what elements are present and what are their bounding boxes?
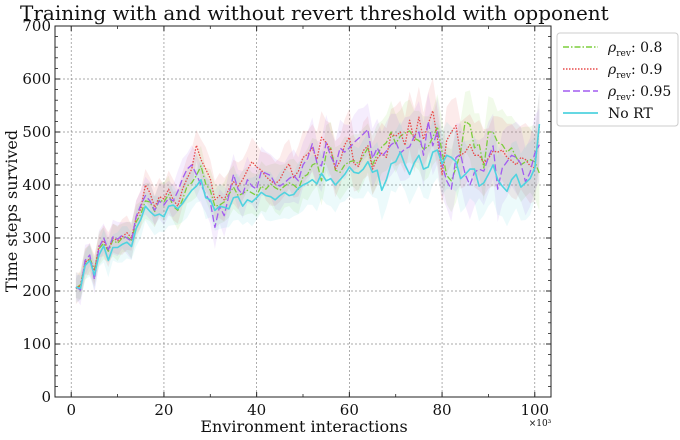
series-band	[75, 87, 540, 303]
legend-label: ρrev: 0.8	[607, 40, 662, 59]
legend: ρrev: 0.8 ρrev: 0.9 ρrev: 0.95 No RT	[556, 32, 679, 127]
series-band	[75, 92, 540, 306]
confidence-bands	[75, 78, 540, 306]
grid	[55, 26, 551, 397]
y-tick-label: 200	[22, 282, 51, 300]
y-tick-label: 300	[22, 229, 51, 247]
chart-title: Training with and without revert thresho…	[20, 1, 609, 25]
legend-label: No RT	[608, 106, 653, 122]
y-tick-label: 700	[22, 17, 51, 35]
x-axis-multiplier: ×10³	[529, 419, 552, 429]
x-tick-label: 20	[154, 401, 173, 419]
x-tick-label: 100	[520, 401, 549, 419]
series-line	[75, 110, 541, 289]
series-line	[75, 120, 540, 291]
legend-label: ρrev: 0.9	[607, 62, 662, 81]
y-tick-label: 400	[22, 176, 51, 194]
x-tick-label: 80	[433, 401, 452, 419]
series-line	[75, 123, 541, 290]
y-tick-label: 100	[22, 335, 51, 353]
series-band	[75, 90, 540, 300]
y-tick-label: 500	[22, 123, 51, 141]
series-band	[75, 78, 540, 305]
x-tick-label: 40	[247, 401, 266, 419]
x-axis-label: Environment interactions	[200, 417, 407, 436]
y-tick-label: 0	[41, 388, 51, 406]
legend-label: ρrev: 0.95	[607, 84, 671, 103]
axis-ticks: 0 20 40 60 80 100 0 100 200 300 400 500 600 700	[22, 17, 551, 419]
legend-box	[556, 32, 679, 127]
y-tick-label: 600	[22, 70, 51, 88]
y-axis-label: Time steps survived	[2, 130, 21, 292]
plot-frame	[54, 25, 552, 398]
x-tick-label: 60	[340, 401, 359, 419]
x-tick-label: 0	[66, 401, 76, 419]
series-lines	[75, 110, 541, 291]
